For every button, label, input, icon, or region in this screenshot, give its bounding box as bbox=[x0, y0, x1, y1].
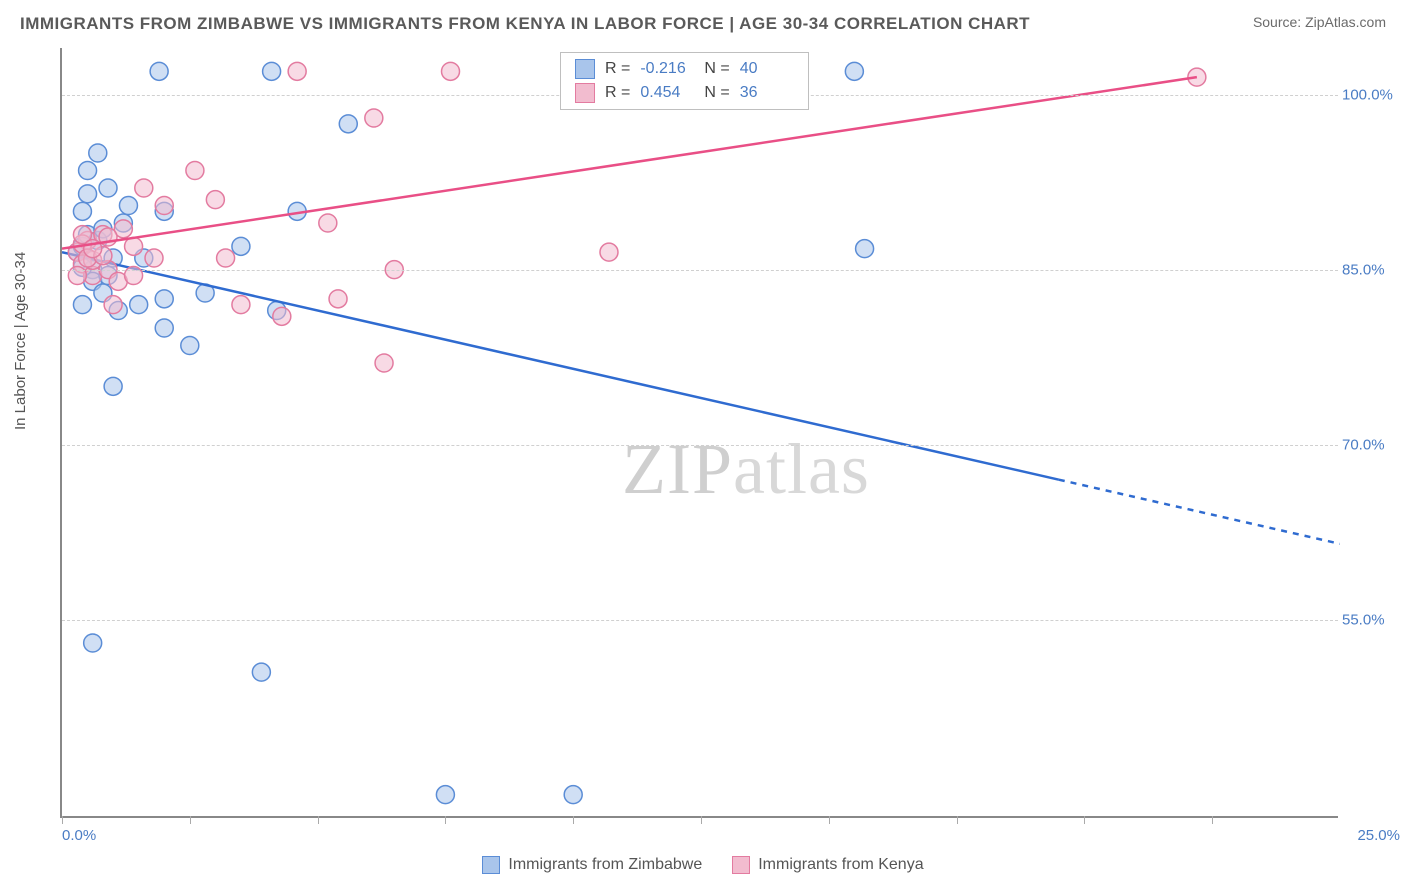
data-point bbox=[84, 634, 102, 652]
data-point bbox=[79, 162, 97, 180]
x-tick bbox=[1084, 816, 1085, 824]
data-point bbox=[365, 109, 383, 127]
stat-n-value: 40 bbox=[740, 60, 794, 78]
data-point bbox=[232, 296, 250, 314]
chart-plot-area: ZIPatlas 0.0% 25.0% 55.0%70.0%85.0%100.0… bbox=[60, 48, 1338, 818]
y-tick-label: 100.0% bbox=[1342, 86, 1400, 103]
x-tick bbox=[318, 816, 319, 824]
stat-r-value: 0.454 bbox=[640, 84, 694, 102]
data-point bbox=[104, 377, 122, 395]
legend-swatch bbox=[482, 856, 500, 874]
data-point bbox=[217, 249, 235, 267]
source-attribution: Source: ZipAtlas.com bbox=[1253, 14, 1386, 30]
data-point bbox=[119, 197, 137, 215]
data-point bbox=[150, 62, 168, 80]
legend-label: Immigrants from Kenya bbox=[758, 856, 923, 874]
chart-title: IMMIGRANTS FROM ZIMBABWE VS IMMIGRANTS F… bbox=[20, 14, 1030, 34]
stat-n-label: N = bbox=[704, 60, 729, 78]
legend-swatch bbox=[732, 856, 750, 874]
gridline bbox=[62, 270, 1338, 271]
trend-line-dashed bbox=[1059, 480, 1340, 544]
y-tick-label: 70.0% bbox=[1342, 436, 1400, 453]
gridline bbox=[62, 445, 1338, 446]
data-point bbox=[145, 249, 163, 267]
data-point bbox=[155, 197, 173, 215]
correlation-stats-box: R = -0.216 N = 40 R = 0.454 N = 36 bbox=[560, 52, 809, 110]
data-point bbox=[181, 337, 199, 355]
data-point bbox=[130, 296, 148, 314]
data-point bbox=[600, 243, 618, 261]
data-point bbox=[99, 179, 117, 197]
data-point bbox=[89, 144, 107, 162]
data-point bbox=[206, 191, 224, 209]
data-point bbox=[845, 62, 863, 80]
legend-item: Immigrants from Zimbabwe bbox=[482, 856, 702, 874]
x-tick bbox=[1212, 816, 1213, 824]
x-tick bbox=[445, 816, 446, 824]
data-point bbox=[288, 62, 306, 80]
y-tick-label: 85.0% bbox=[1342, 261, 1400, 278]
data-point bbox=[73, 202, 91, 220]
y-tick-label: 55.0% bbox=[1342, 611, 1400, 628]
data-point bbox=[273, 307, 291, 325]
gridline bbox=[62, 620, 1338, 621]
x-tick bbox=[829, 816, 830, 824]
data-point bbox=[155, 319, 173, 337]
stat-n-label: N = bbox=[704, 84, 729, 102]
data-point bbox=[564, 786, 582, 804]
x-tick bbox=[62, 816, 63, 824]
x-tick bbox=[190, 816, 191, 824]
x-tick bbox=[957, 816, 958, 824]
stats-row: R = 0.454 N = 36 bbox=[575, 81, 794, 105]
data-point bbox=[232, 237, 250, 255]
data-point bbox=[155, 290, 173, 308]
legend-swatch bbox=[575, 59, 595, 79]
x-tick bbox=[573, 816, 574, 824]
data-point bbox=[186, 162, 204, 180]
data-point bbox=[135, 179, 153, 197]
y-axis-title: In Labor Force | Age 30-34 bbox=[12, 252, 29, 430]
data-point bbox=[73, 296, 91, 314]
legend-item: Immigrants from Kenya bbox=[732, 856, 923, 874]
x-axis-min-label: 0.0% bbox=[62, 827, 96, 844]
stat-r-label: R = bbox=[605, 60, 630, 78]
data-point bbox=[252, 663, 270, 681]
stat-n-value: 36 bbox=[740, 84, 794, 102]
scatter-svg bbox=[62, 48, 1340, 818]
bottom-legend: Immigrants from Zimbabwe Immigrants from … bbox=[0, 856, 1406, 874]
legend-swatch bbox=[575, 83, 595, 103]
stats-row: R = -0.216 N = 40 bbox=[575, 57, 794, 81]
data-point bbox=[856, 240, 874, 258]
data-point bbox=[319, 214, 337, 232]
data-point bbox=[79, 185, 97, 203]
stat-r-value: -0.216 bbox=[640, 60, 694, 78]
data-point bbox=[375, 354, 393, 372]
data-point bbox=[436, 786, 454, 804]
legend-label: Immigrants from Zimbabwe bbox=[508, 856, 702, 874]
data-point bbox=[329, 290, 347, 308]
stat-r-label: R = bbox=[605, 84, 630, 102]
x-tick bbox=[701, 816, 702, 824]
data-point bbox=[339, 115, 357, 133]
data-point bbox=[263, 62, 281, 80]
data-point bbox=[104, 296, 122, 314]
data-point bbox=[442, 62, 460, 80]
x-axis-max-label: 25.0% bbox=[1357, 827, 1400, 844]
